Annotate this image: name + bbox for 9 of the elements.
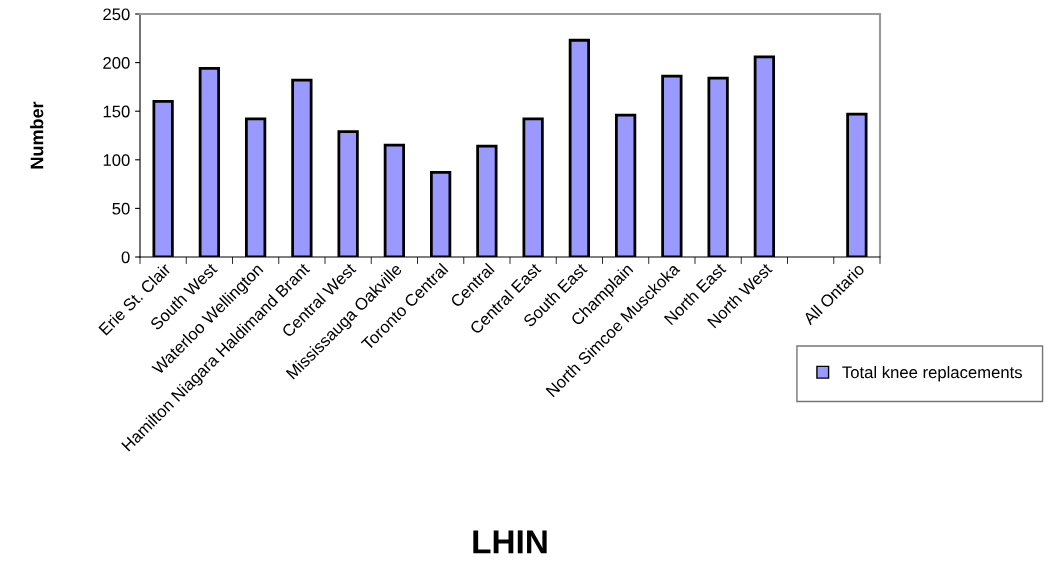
legend-label: Total knee replacements	[842, 365, 1022, 382]
y-tick-label: 250	[103, 8, 130, 21]
y-tick-label: 150	[103, 105, 130, 118]
x-axis-title: LHIN	[473, 530, 547, 554]
y-axis-title: Number	[30, 101, 44, 169]
y-tick-label: 100	[103, 154, 130, 166]
y-tick-label: 0	[121, 251, 130, 264]
y-tick-label: 200	[103, 57, 130, 69]
y-tick-label: 50	[112, 202, 130, 215]
